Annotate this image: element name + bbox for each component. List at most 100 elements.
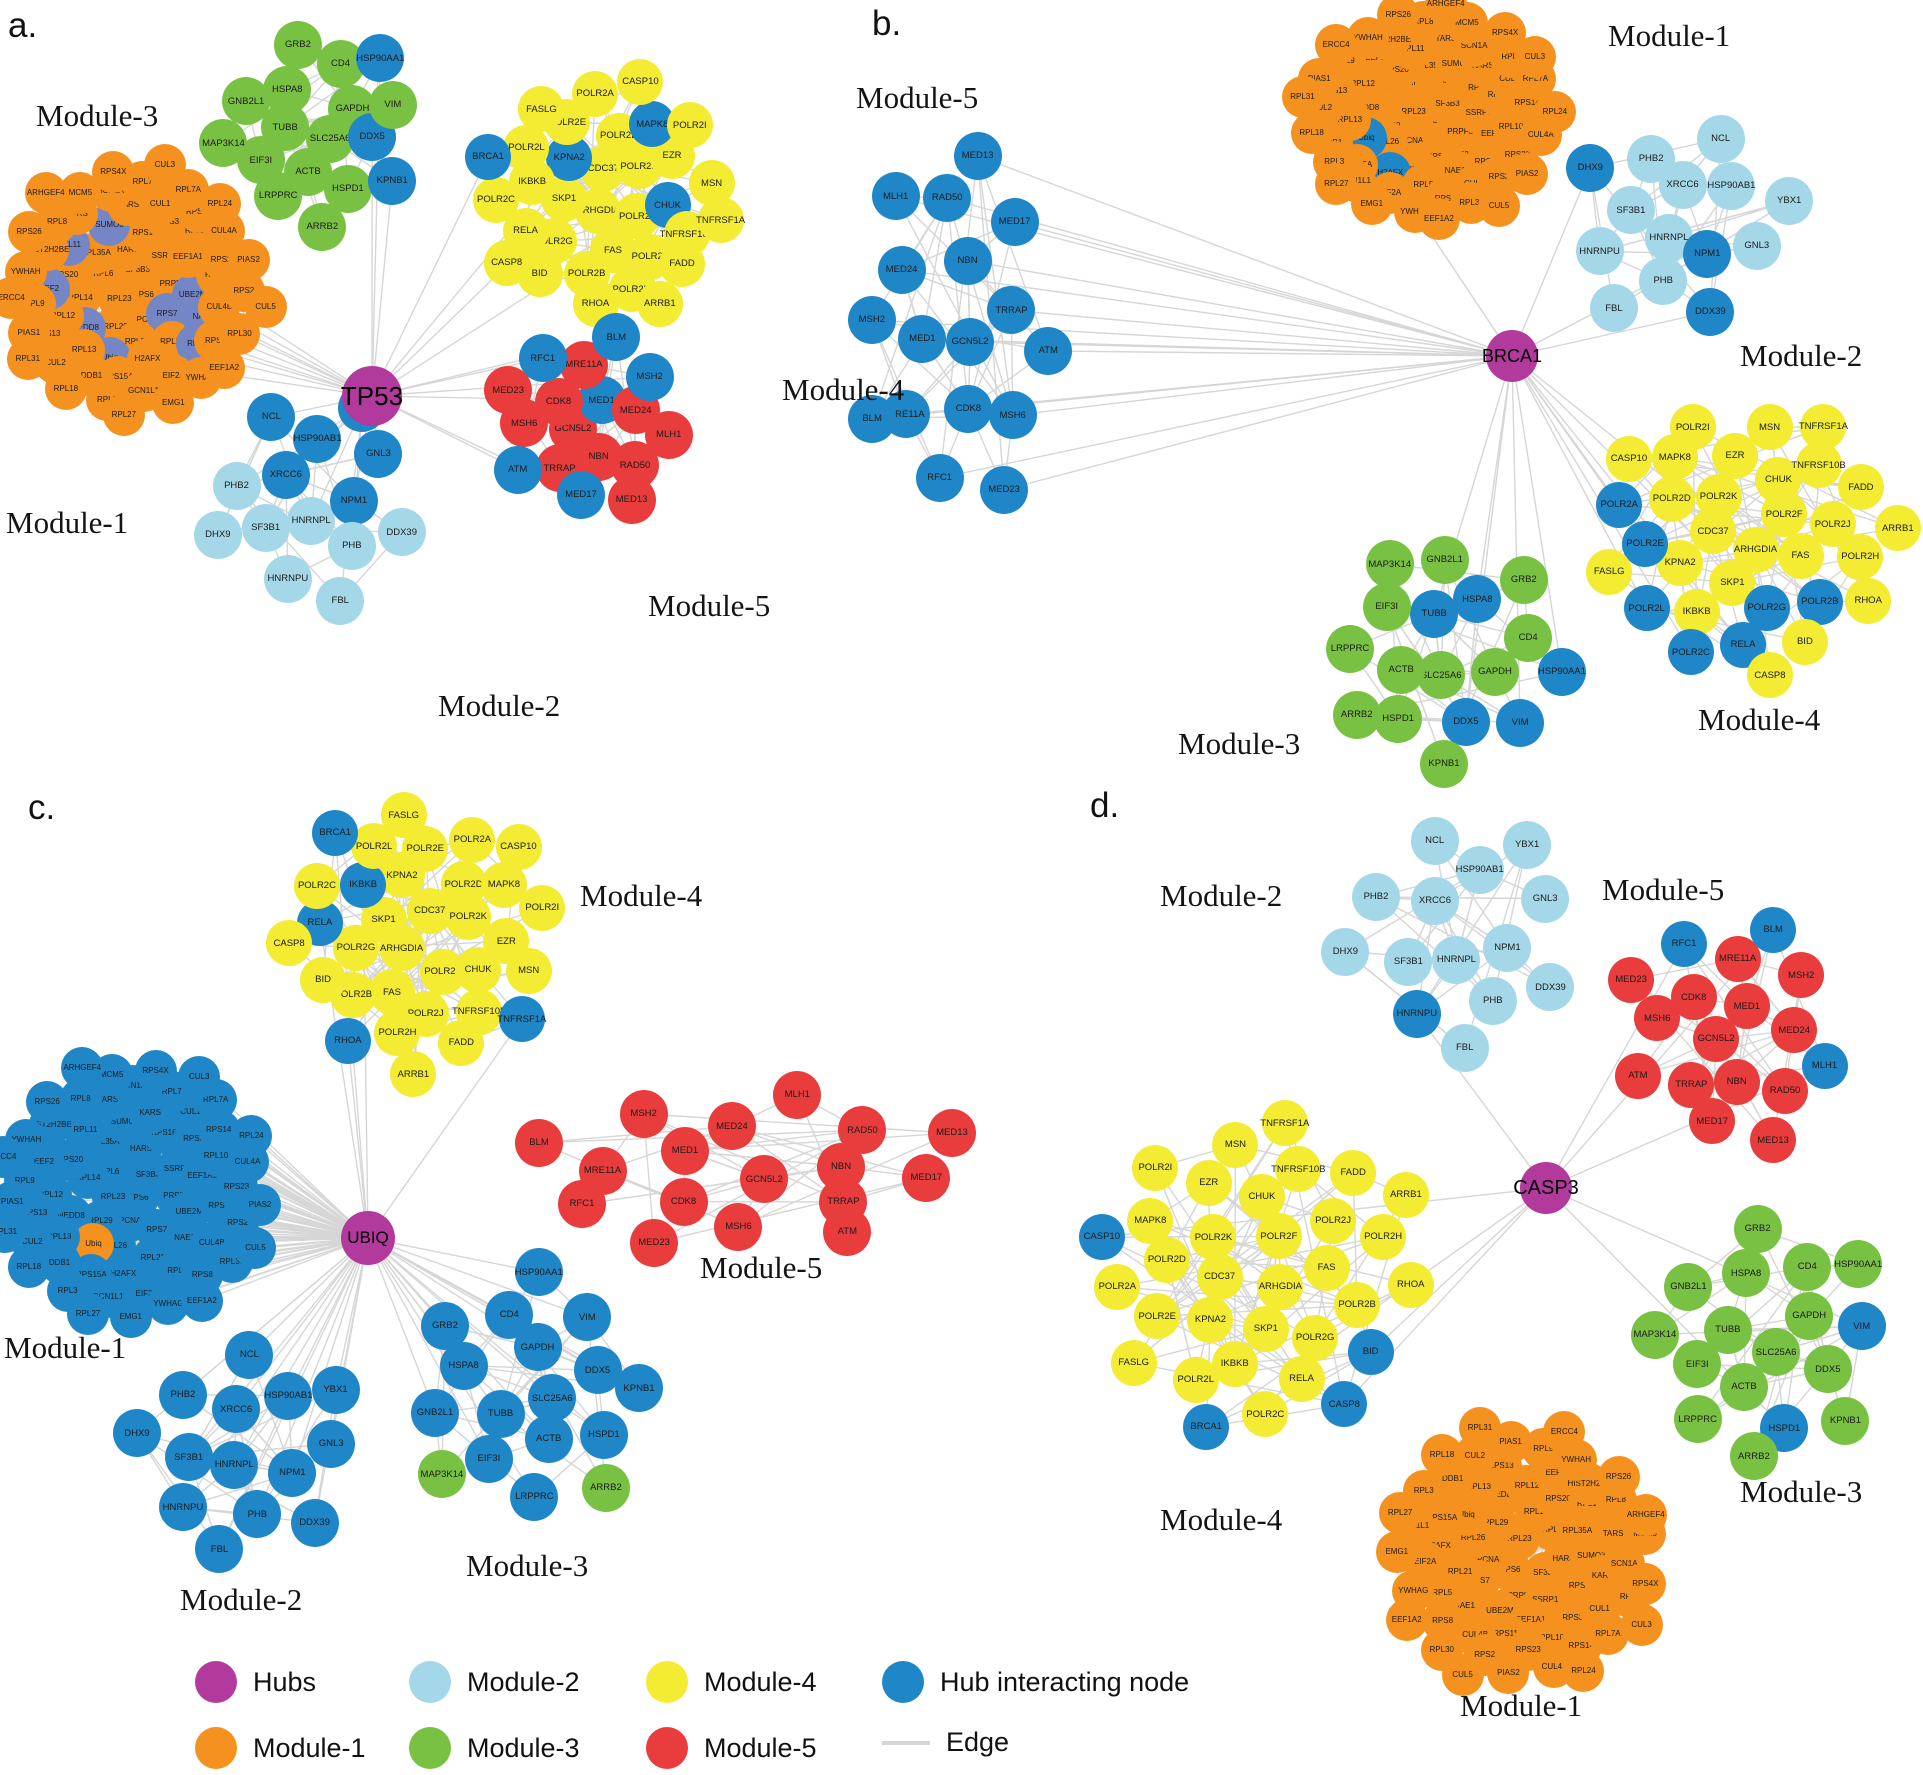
gene-node: BID <box>1781 618 1828 665</box>
gene-node: MAP3K14 <box>1630 1310 1679 1359</box>
gene-node: CUL5 <box>244 286 287 329</box>
gene-node: ARHGDIA <box>1257 1263 1304 1310</box>
gene-node: BRCA1 <box>465 134 512 181</box>
gene-node: MED13 <box>953 131 1002 180</box>
gene-node: POLR2L <box>1623 585 1670 632</box>
module-label: Module-3 <box>1740 1474 1863 1509</box>
gene-node: EIF3I <box>1362 582 1411 631</box>
gene-node: EEF1A2 <box>203 346 246 389</box>
gene-node: CUL5 <box>234 1227 277 1270</box>
gene-node: CDC37 <box>1196 1253 1243 1300</box>
gene-node: TNFRSF10B <box>1791 442 1846 489</box>
gene-node: CHUK <box>1755 457 1802 504</box>
gene-node: SF3B1 <box>1384 937 1433 986</box>
module-label: Module-3 <box>1178 726 1301 761</box>
gene-node: HSPA8 <box>1722 1249 1771 1298</box>
gene-node: CDK8 <box>659 1177 708 1226</box>
node-swatch <box>195 1727 237 1769</box>
gene-node: FASLG <box>1110 1339 1157 1386</box>
gene-node: ACTB <box>1377 646 1426 695</box>
gene-node: BLM <box>592 313 641 362</box>
gene-node: DDX39 <box>290 1498 339 1547</box>
gene-node: BID <box>300 957 347 1004</box>
legend-label: Module-4 <box>704 1666 817 1697</box>
gene-node: KPNB1 <box>1821 1396 1870 1445</box>
gene-node: CUL5 <box>1477 185 1520 228</box>
gene-node: FBL <box>195 1525 244 1574</box>
gene-node: CUL3 <box>1620 1603 1663 1646</box>
edge <box>1492 844 1528 1002</box>
gene-node: HSP90AB1 <box>1456 846 1504 895</box>
gene-node: MSH6 <box>988 391 1037 440</box>
gene-node: POLR2A <box>1094 1264 1141 1310</box>
gene-node: FASLG <box>1586 548 1633 595</box>
gene-node: HNRNPL <box>210 1440 259 1489</box>
gene-node: GRB2 <box>1733 1205 1782 1254</box>
gene-node: CUL3 <box>178 1056 221 1099</box>
gene-node: PHB2 <box>1627 135 1676 184</box>
gene-node: MED23 <box>484 366 533 415</box>
gene-node: HSPD1 <box>579 1410 628 1459</box>
gene-node: TNFRSF1A <box>1799 403 1848 450</box>
gene-node: HSP90AA1 <box>1538 648 1586 697</box>
gene-node: EEF1A2 <box>180 1279 223 1322</box>
gene-node: GRB2 <box>273 20 322 69</box>
edge <box>233 1237 369 1466</box>
gene-node: MAP3K14 <box>417 1450 466 1499</box>
gene-node: EEF1A2 <box>1385 1598 1428 1641</box>
gene-node: XRCC6 <box>1410 876 1459 925</box>
gene-node: SF3B1 <box>1606 186 1655 235</box>
legend-item: Module-2 <box>409 1661 580 1703</box>
gene-node: NCL <box>1696 114 1745 163</box>
gene-node: RPL18 <box>44 367 87 410</box>
legend-item: Hub interacting node <box>882 1661 1189 1703</box>
gene-node: DHX9 <box>1321 927 1370 976</box>
gene-node: TNFRSF10B <box>1271 1146 1325 1193</box>
legend-label: Edge <box>946 1727 1010 1757</box>
gene-node: NBN <box>943 236 992 285</box>
gene-node: HSP90AA1 <box>515 1248 563 1297</box>
module-label: Module-5 <box>648 588 771 623</box>
gene-node: ARRB1 <box>1382 1171 1429 1218</box>
gene-node: YBX1 <box>1503 820 1552 869</box>
node-swatch <box>882 1661 924 1703</box>
module-label: Module-1 <box>1608 18 1731 53</box>
gene-node: LRPPRC <box>1326 624 1375 673</box>
gene-node: ARHGEF4 <box>61 1047 104 1090</box>
gene-node: MED17 <box>902 1153 951 1202</box>
gene-node: FADD <box>1837 464 1884 511</box>
gene-node: MSH2 <box>847 296 896 345</box>
gene-node: MED1 <box>1723 983 1770 1030</box>
gene-node: TNFRSF1A <box>696 197 745 244</box>
legend-item: Module-5 <box>646 1727 817 1769</box>
gene-node: RPL18 <box>1420 1433 1463 1476</box>
gene-node: RELA <box>1278 1356 1325 1403</box>
edge <box>586 1317 607 1489</box>
gene-node: PIAS2 <box>239 1183 282 1226</box>
gene-node: VIM <box>1496 698 1545 747</box>
gene-node: SF3B1 <box>241 504 290 553</box>
edge <box>1599 200 1790 253</box>
gene-node: LRPPRC <box>1673 1395 1722 1444</box>
module-label: Module-5 <box>856 80 979 115</box>
gene-node: POLR2D <box>1648 476 1695 523</box>
gene-node: ARHGEF4 <box>1624 1493 1667 1536</box>
gene-node: PHB <box>233 1490 282 1539</box>
gene-node: HSPD1 <box>1374 694 1423 743</box>
gene-node: RAD50 <box>1762 1067 1808 1114</box>
edge <box>1376 896 1546 900</box>
edge <box>1003 355 1513 491</box>
gene-node: EZR <box>1185 1160 1232 1207</box>
gene-node: CASP10 <box>1078 1214 1125 1261</box>
gene-node: ATM <box>1024 326 1073 375</box>
gene-node: CASP10 <box>617 59 664 106</box>
gene-node: PHB2 <box>212 461 261 510</box>
gene-node: HSPA8 <box>1453 575 1502 624</box>
module-label: Module-5 <box>1602 872 1725 907</box>
gene-node: SLC25A6 <box>528 1374 577 1423</box>
gene-node: HSPA8 <box>263 65 312 114</box>
gene-node: PHB2 <box>158 1370 207 1419</box>
gene-node: POLR2E <box>1134 1293 1181 1340</box>
node-swatch <box>646 1661 688 1703</box>
edge <box>1628 458 1733 584</box>
